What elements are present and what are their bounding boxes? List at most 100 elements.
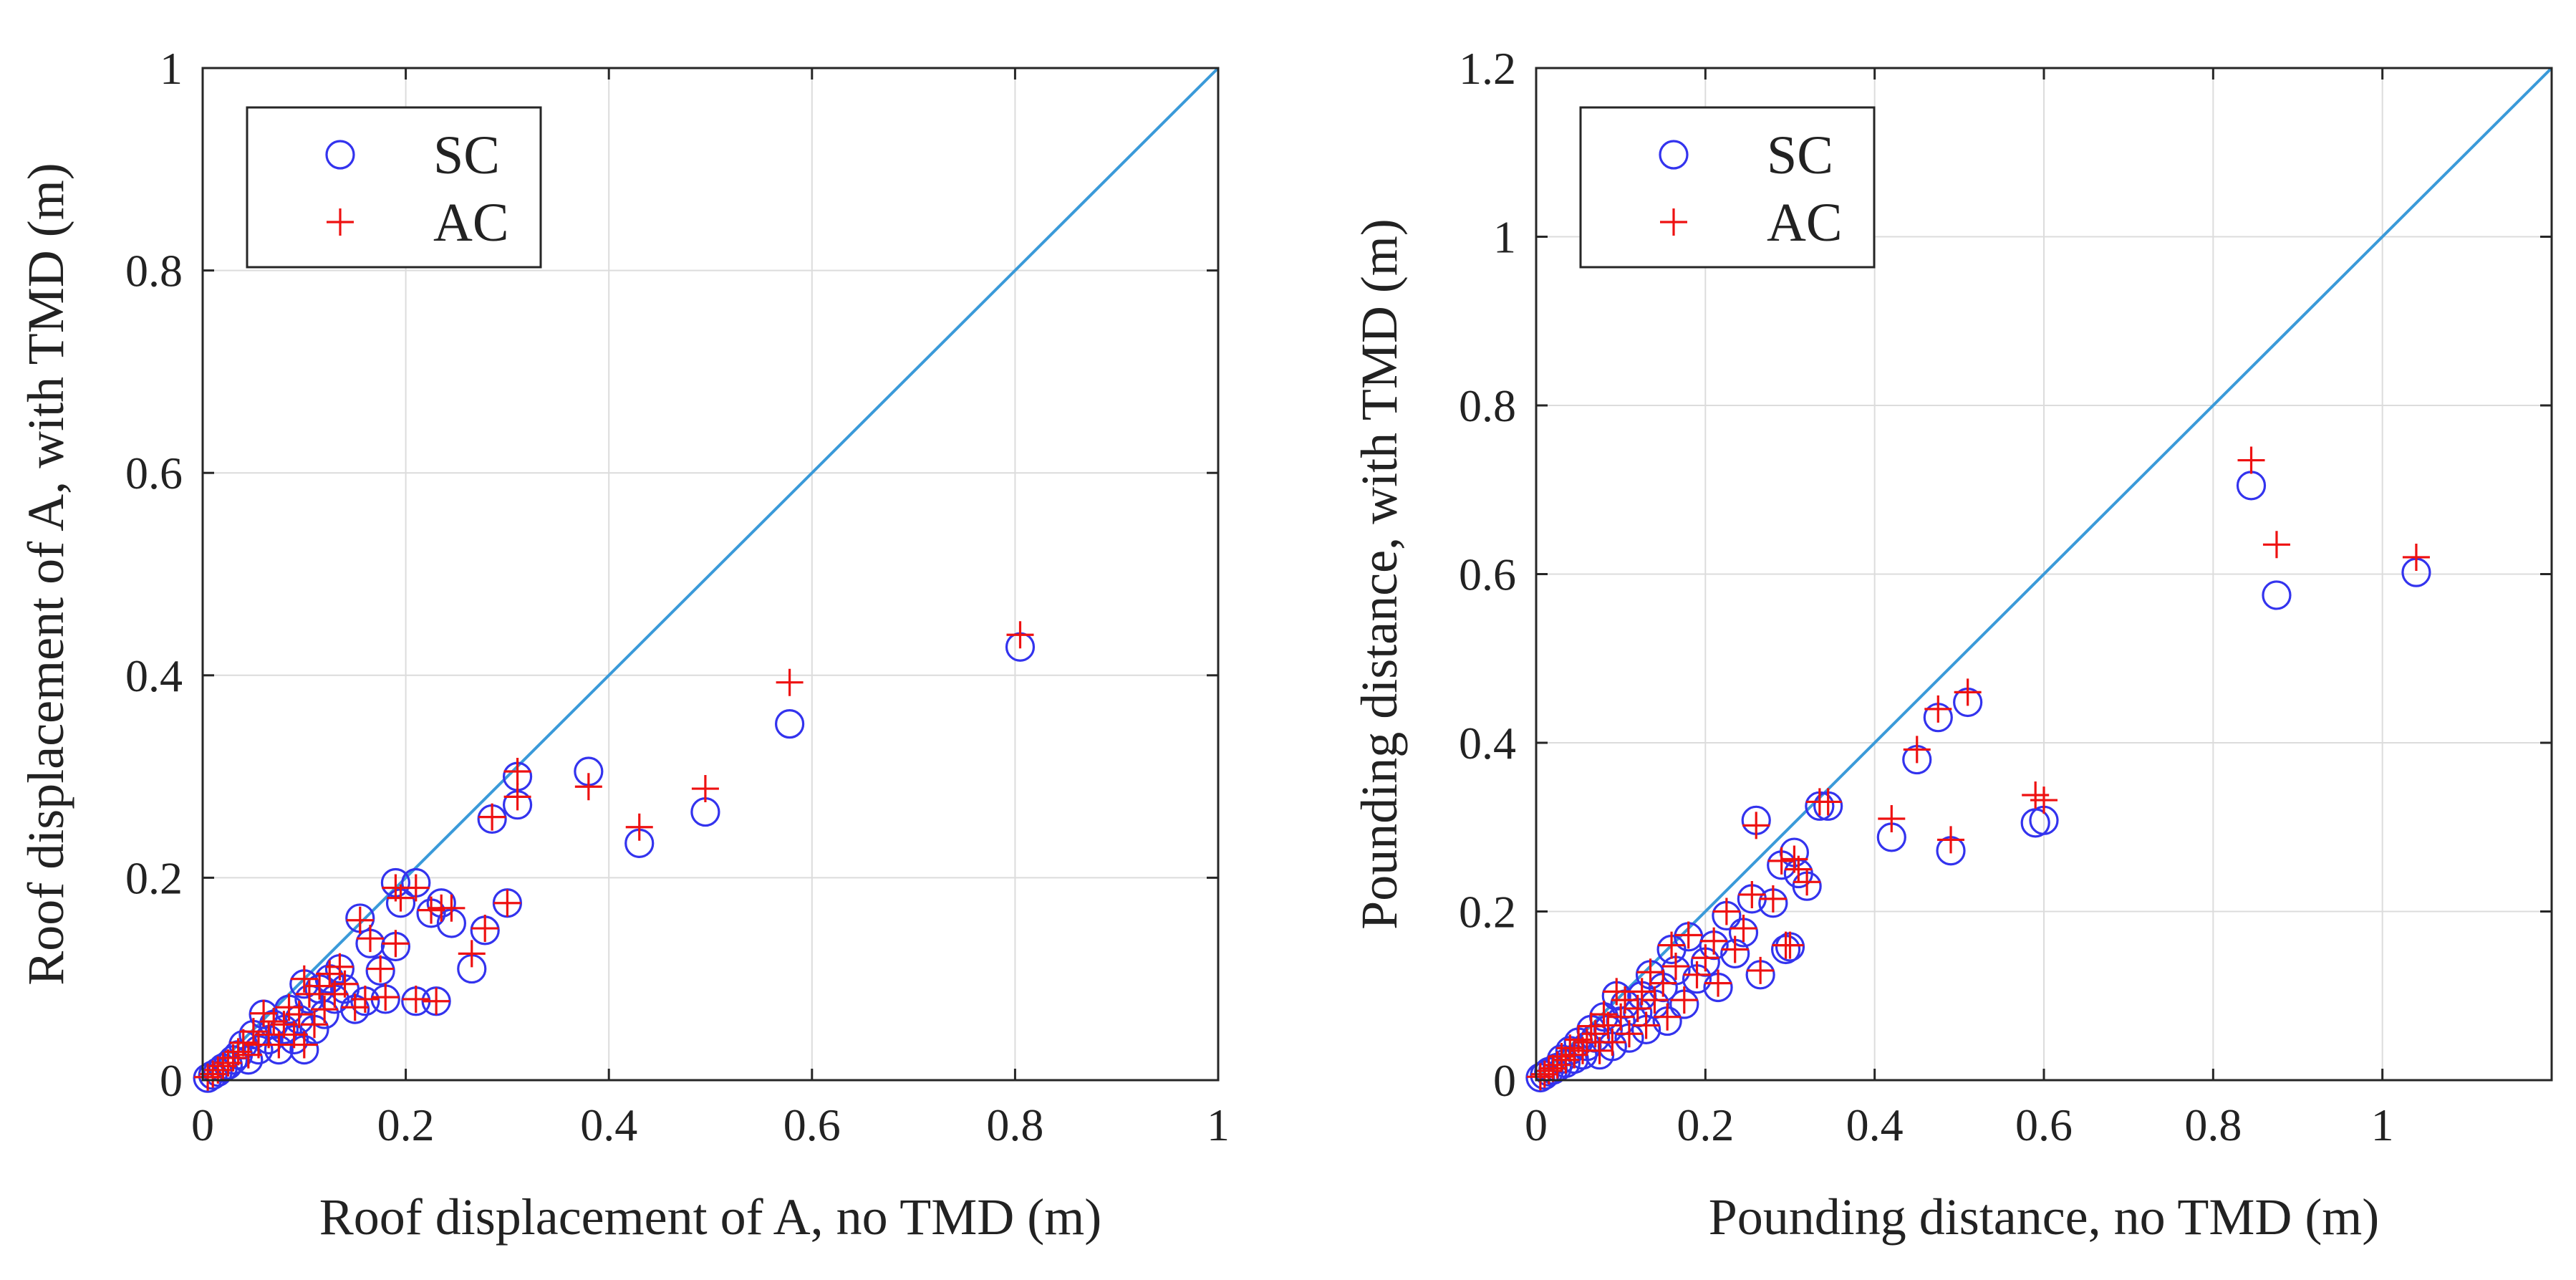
right-ac-point xyxy=(1805,788,1833,816)
right-ac-point xyxy=(1683,961,1711,988)
left-ac-point xyxy=(356,925,384,953)
right-y-tick-label: 0.8 xyxy=(1459,380,1516,431)
right-ac-point xyxy=(1603,978,1631,1006)
right-ac-point xyxy=(1954,678,1982,706)
left-y-tick-label: 1 xyxy=(160,43,183,94)
left-ac-point xyxy=(418,896,445,924)
right-ac-point xyxy=(1661,953,1689,981)
right-x-tick-label: 0.6 xyxy=(2015,1099,2073,1150)
right-ac-point xyxy=(1636,958,1664,986)
right-ac-point xyxy=(1937,826,1965,854)
left-ac-point xyxy=(423,987,450,1015)
right-x-tick-label: 0.2 xyxy=(1677,1099,1734,1150)
left-ac-point xyxy=(311,996,339,1024)
left-ac-point xyxy=(574,773,602,801)
left-ac-point xyxy=(275,993,303,1021)
right-scatter-panel: 0 0.2 0.4 0.6 0.8 1 0 0.2 0.4 0.6 0.8 1 1.2 Pounding… xyxy=(1351,43,2553,1246)
left-legend-box xyxy=(246,106,542,269)
left-legend-ac-label: AC xyxy=(433,193,509,253)
right-ac-point xyxy=(1654,1003,1682,1031)
left-y-tick-label: 0.8 xyxy=(125,246,183,297)
right-ac-point xyxy=(1903,736,1931,764)
right-legend-ac-marker xyxy=(1660,208,1687,236)
left-legend-sc-label: SC xyxy=(433,125,500,186)
right-ac-point xyxy=(1615,1020,1643,1048)
right-ac-point xyxy=(2022,781,2050,809)
right-ac-point xyxy=(1526,1063,1554,1091)
left-ac-point xyxy=(493,889,521,917)
right-x-tick-label: 0.4 xyxy=(1846,1099,1904,1150)
right-legend-sc-label: SC xyxy=(1767,125,1833,186)
right-legend-sc-marker xyxy=(1659,140,1689,170)
right-ac-point xyxy=(1738,880,1766,908)
right-ac-point xyxy=(1767,847,1795,875)
right-ac-point xyxy=(1924,695,1952,723)
left-y-tick-label: 0.6 xyxy=(125,448,183,499)
right-y-tick-label: 0.2 xyxy=(1459,887,1516,938)
left-ac-point xyxy=(346,906,374,934)
left-ac-point xyxy=(290,965,318,993)
right-ac-point xyxy=(2262,531,2290,559)
right-ac-point xyxy=(1700,927,1728,955)
right-ac-point xyxy=(1712,898,1740,925)
left-ac-point xyxy=(402,985,430,1013)
right-ac-point xyxy=(1704,969,1732,997)
right-ac-point xyxy=(1649,969,1677,997)
right-x-tick-label: 0.8 xyxy=(2184,1099,2242,1150)
left-ac-point xyxy=(478,803,506,831)
right-ac-point xyxy=(1577,1012,1605,1040)
left-ac-point xyxy=(503,783,531,811)
right-ac-point xyxy=(1747,956,1775,984)
right-ac-point xyxy=(2402,543,2430,571)
right-ac-point xyxy=(1772,931,1800,959)
right-ac-point xyxy=(1780,845,1808,873)
left-x-tick-label: 0 xyxy=(191,1099,214,1150)
right-y-tick-label: 0.6 xyxy=(1459,549,1516,600)
left-legend-ac-marker xyxy=(327,208,354,236)
right-ac-point xyxy=(1692,944,1719,972)
left-ac-point xyxy=(341,993,369,1021)
right-legend: SC AC xyxy=(1579,106,1876,269)
left-x-tick-label: 0.2 xyxy=(377,1099,435,1150)
left-ac-point xyxy=(300,1011,328,1039)
left-ac-point xyxy=(321,980,349,1008)
right-y-axis-label: Pounding distance, with TMD (m) xyxy=(1351,218,1408,930)
right-x-tick-label: 1 xyxy=(2371,1099,2394,1150)
right-y-tick-label: 0 xyxy=(1493,1055,1516,1106)
left-ac-point xyxy=(1006,621,1034,649)
left-axes-box xyxy=(201,67,1220,1082)
left-y-tick-label: 0.2 xyxy=(125,852,183,903)
right-ac-point xyxy=(1742,812,1770,839)
right-ac-point xyxy=(2237,446,2265,474)
left-y-tick-label: 0.4 xyxy=(125,650,183,701)
right-legend-ac-label: AC xyxy=(1767,193,1843,253)
left-legend-sc-marker xyxy=(325,140,355,170)
right-ac-point xyxy=(1628,978,1656,1006)
left-ac-point xyxy=(372,983,400,1011)
right-ac-point xyxy=(1878,804,1906,832)
left-scatter-panel: 0 0.2 0.4 0.6 0.8 1 0 0.2 0.4 0.6 0.8 1 Roof displa… xyxy=(17,43,1230,1246)
right-y-tick-label: 1.2 xyxy=(1459,43,1516,94)
right-legend-box xyxy=(1579,106,1876,269)
right-ac-point xyxy=(1658,931,1686,959)
right-y-tick-label: 1 xyxy=(1493,212,1516,263)
left-ac-point xyxy=(194,1063,222,1091)
left-ac-point xyxy=(199,1060,227,1088)
right-ac-point xyxy=(1670,986,1698,1014)
left-ac-point xyxy=(382,874,410,902)
left-ac-point xyxy=(691,775,719,803)
left-sc-point xyxy=(775,709,805,739)
left-ac-point xyxy=(458,940,486,968)
left-ac-point xyxy=(367,955,395,983)
right-ac-point xyxy=(1721,935,1749,963)
right-ac-point xyxy=(1632,1011,1660,1039)
right-ac-point xyxy=(1674,921,1702,949)
right-ac-point xyxy=(1759,885,1787,913)
left-y-tick-label: 0 xyxy=(160,1055,183,1106)
right-sc-point xyxy=(2020,808,2050,838)
left-ac-point xyxy=(295,980,323,1008)
right-sc-point xyxy=(2262,580,2292,610)
left-y-axis-label: Roof displacement of A, with TMD (m) xyxy=(17,163,74,986)
